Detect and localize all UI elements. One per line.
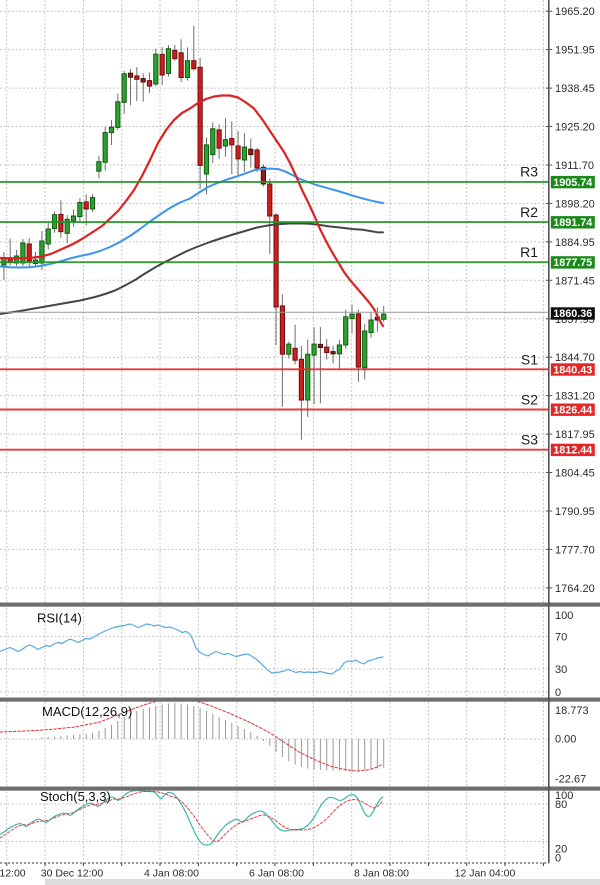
svg-text:80: 80 bbox=[555, 799, 567, 811]
svg-text:R2: R2 bbox=[520, 204, 538, 220]
svg-text:18.773: 18.773 bbox=[555, 705, 589, 717]
svg-text:1891.74: 1891.74 bbox=[553, 217, 592, 229]
svg-text:12:00: 12:00 bbox=[0, 867, 26, 879]
svg-text:MACD(12,26,9): MACD(12,26,9) bbox=[42, 704, 132, 719]
svg-text:1898.20: 1898.20 bbox=[555, 198, 595, 210]
svg-text:1905.74: 1905.74 bbox=[553, 177, 592, 189]
svg-text:0: 0 bbox=[555, 687, 561, 699]
svg-text:1871.45: 1871.45 bbox=[555, 275, 595, 287]
svg-text:1844.70: 1844.70 bbox=[555, 352, 595, 364]
svg-text:1938.45: 1938.45 bbox=[555, 83, 595, 95]
svg-text:RSI(14): RSI(14) bbox=[37, 611, 82, 626]
svg-text:100: 100 bbox=[555, 610, 573, 622]
svg-text:8 Jan 08:00: 8 Jan 08:00 bbox=[354, 867, 409, 879]
svg-text:30: 30 bbox=[555, 664, 567, 676]
svg-text:1804.45: 1804.45 bbox=[555, 468, 595, 480]
svg-text:1951.95: 1951.95 bbox=[555, 45, 595, 57]
svg-text:1790.95: 1790.95 bbox=[555, 506, 595, 518]
svg-text:S3: S3 bbox=[521, 432, 538, 448]
svg-text:S1: S1 bbox=[521, 352, 538, 368]
svg-text:1764.20: 1764.20 bbox=[555, 583, 595, 595]
svg-text:0: 0 bbox=[555, 853, 561, 865]
svg-text:12 Jan 04:00: 12 Jan 04:00 bbox=[455, 867, 516, 879]
svg-text:1817.95: 1817.95 bbox=[555, 429, 595, 441]
svg-text:70: 70 bbox=[555, 631, 567, 643]
svg-text:R1: R1 bbox=[520, 244, 538, 260]
svg-text:1826.44: 1826.44 bbox=[553, 404, 592, 416]
svg-text:1840.43: 1840.43 bbox=[553, 364, 592, 376]
svg-text:6 Jan 08:00: 6 Jan 08:00 bbox=[249, 867, 304, 879]
svg-text:4 Jan 08:00: 4 Jan 08:00 bbox=[144, 867, 199, 879]
svg-text:Stoch(5,3,3): Stoch(5,3,3) bbox=[40, 789, 111, 804]
svg-text:R3: R3 bbox=[520, 164, 538, 180]
svg-text:1877.75: 1877.75 bbox=[553, 257, 592, 269]
svg-text:20: 20 bbox=[555, 844, 567, 856]
svg-text:1860.36: 1860.36 bbox=[553, 308, 592, 320]
svg-text:1777.70: 1777.70 bbox=[555, 544, 595, 556]
svg-text:1925.20: 1925.20 bbox=[555, 122, 595, 134]
svg-text:1965.20: 1965.20 bbox=[555, 6, 595, 18]
svg-text:30 Dec 12:00: 30 Dec 12:00 bbox=[41, 867, 104, 879]
svg-text:-22.67: -22.67 bbox=[555, 774, 586, 786]
svg-text:1884.95: 1884.95 bbox=[555, 237, 595, 249]
svg-text:1831.20: 1831.20 bbox=[555, 391, 595, 403]
svg-text:100: 100 bbox=[555, 790, 573, 802]
svg-text:1812.44: 1812.44 bbox=[553, 445, 592, 457]
svg-text:S2: S2 bbox=[521, 392, 538, 408]
svg-text:0.00: 0.00 bbox=[555, 734, 576, 746]
svg-text:1911.70: 1911.70 bbox=[555, 160, 594, 172]
